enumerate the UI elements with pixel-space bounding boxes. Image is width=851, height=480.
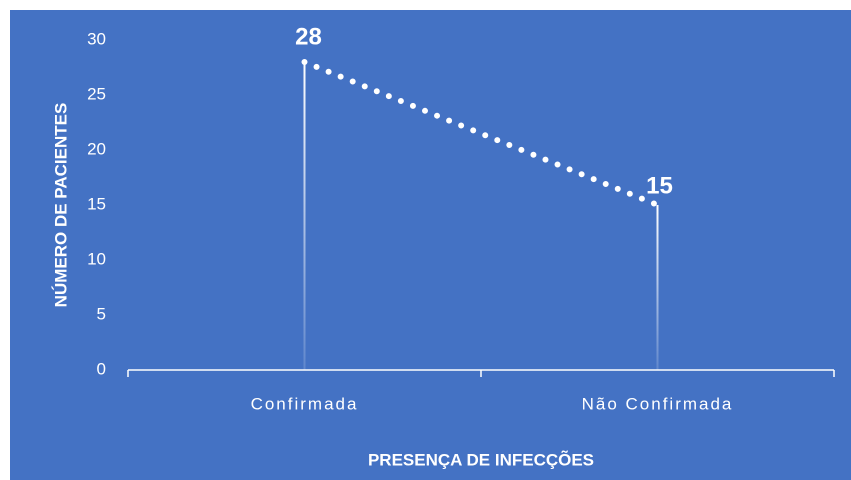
drop-line <box>303 62 306 370</box>
data-label: 15 <box>646 172 673 199</box>
y-tick-label: 15 <box>87 194 106 213</box>
chart-background <box>10 10 851 480</box>
x-axis-title: PRESENÇA DE INFECÇÕES <box>368 449 594 469</box>
x-tick-label: Não Confirmada <box>582 394 734 413</box>
y-tick-label: 20 <box>87 139 106 158</box>
y-tick-label: 5 <box>97 304 106 323</box>
y-tick-label: 30 <box>87 29 106 48</box>
y-tick-label: 25 <box>87 84 106 103</box>
data-label: 28 <box>295 23 322 50</box>
y-axis-title: NÚMERO DE PACIENTES <box>51 103 70 308</box>
y-tick-label: 0 <box>97 359 106 378</box>
y-tick-label: 10 <box>87 249 106 268</box>
drop-line <box>656 205 659 370</box>
x-tick-label: Confirmada <box>251 394 359 413</box>
data-line <box>301 59 661 208</box>
